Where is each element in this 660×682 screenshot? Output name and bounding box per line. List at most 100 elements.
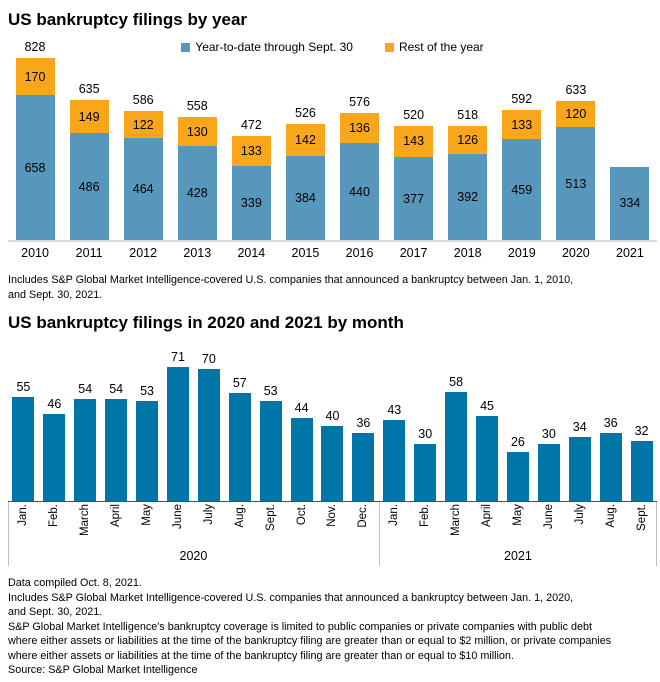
- bar-group: 44: [286, 339, 317, 501]
- bar-value-label: 26: [510, 434, 525, 449]
- bar-value-label: 34: [572, 419, 587, 434]
- bar-segment-ytd: 334: [610, 166, 650, 240]
- month-label: April: [110, 504, 123, 528]
- year-group-label: 2020: [179, 549, 208, 563]
- bar: [630, 440, 653, 501]
- bar: [74, 399, 97, 501]
- bar-group-2010: 828 170 658: [8, 36, 62, 240]
- bar-total-label: 518: [457, 108, 479, 123]
- bar-value-label: 54: [78, 382, 93, 397]
- month-label-cell: Dec.: [348, 504, 379, 528]
- bar-value-label: 46: [47, 397, 62, 412]
- month-label-cell: May: [132, 504, 163, 526]
- bar: [599, 433, 622, 501]
- bar: [476, 416, 499, 501]
- bar-group: 40: [317, 339, 348, 501]
- bar-group-2013: 558 130 428: [170, 36, 224, 240]
- year-group-divider: [8, 502, 9, 566]
- bar-segment-rest-of-year: 142: [285, 124, 325, 156]
- bar-total-label: 592: [511, 91, 533, 106]
- bar-segment-ytd: 658: [15, 95, 55, 240]
- legend-item-ytd: Year-to-date through Sept. 30: [181, 40, 353, 54]
- x-axis-label: 2019: [507, 246, 536, 260]
- bar-segment-rest-of-year: 122: [123, 111, 163, 138]
- bar-value-label: 32: [634, 423, 649, 438]
- month-label: March: [450, 504, 463, 536]
- bar-total-label: 472: [240, 118, 262, 133]
- bar-segment-rest-of-year: 133: [231, 136, 271, 166]
- bar-group: 26: [502, 339, 533, 501]
- bar-group-2014: 472 133 339: [224, 36, 278, 240]
- month-label: July: [202, 504, 215, 525]
- month-label-cell: Sept.: [626, 504, 657, 531]
- month-label: Jan.: [17, 504, 30, 526]
- bar-value-label: 53: [263, 384, 278, 398]
- month-label: Feb.: [48, 504, 61, 528]
- yearly-chart-plot: 828 170 658 635 149 486 586 122 464 558 130 428 472 1…: [8, 36, 657, 240]
- bar: [506, 451, 529, 501]
- bar-value-label: 70: [201, 351, 216, 366]
- bar-group-2016: 576 136 440: [332, 36, 386, 240]
- year-group-label: 2021: [504, 549, 532, 563]
- month-label-cell: March: [441, 504, 472, 536]
- month-label: May: [511, 504, 524, 526]
- bar: [228, 393, 251, 501]
- bar-total-label: 633: [565, 82, 587, 97]
- x-axis-label: 2020: [561, 246, 590, 260]
- month-label: July: [573, 504, 586, 525]
- bar: [352, 433, 375, 501]
- bar-total-label: 526: [295, 106, 316, 121]
- legend-item-rest: Rest of the year: [384, 40, 484, 54]
- bar-total-label: 828: [24, 40, 46, 55]
- x-axis-label: 2017: [399, 246, 428, 260]
- bar-group-2020: 633 120 513: [549, 36, 603, 240]
- bar-segment-ytd: 384: [285, 155, 325, 240]
- bar-total-label: 558: [186, 99, 208, 114]
- bar-group: 46: [39, 339, 70, 501]
- x-axis-label: 2016: [345, 246, 374, 260]
- x-axis-label: 2014: [237, 246, 266, 260]
- month-label-cell: Sept.: [255, 504, 286, 531]
- bar: [445, 391, 468, 501]
- legend-label-rest: Rest of the year: [398, 40, 484, 54]
- yearly-chart: Year-to-date through Sept. 30 Rest of th…: [8, 36, 657, 261]
- bar-segment-rest-of-year: 170: [15, 58, 55, 96]
- month-label: May: [141, 504, 154, 526]
- bar-segment-rest-of-year: 136: [340, 113, 380, 144]
- month-label-cell: Feb.: [410, 504, 441, 527]
- bar: [197, 368, 220, 501]
- footnotes: Data compiled Oct. 8, 2021. Includes S&P…: [8, 577, 612, 676]
- bar-group: 54: [70, 339, 101, 501]
- bar: [414, 444, 437, 501]
- monthly-chart-plot: 55 46 54 54 53 71 70 57 53 44 40 36 43 30 58 45 26 30 34 36…: [8, 339, 657, 501]
- bar: [290, 418, 313, 501]
- year-group-divider: [378, 502, 380, 566]
- year-group-divider: [656, 502, 657, 566]
- month-label: June: [171, 504, 184, 529]
- month-label-cell: July: [193, 504, 224, 524]
- bar-group: 53: [255, 339, 286, 501]
- month-label: Aug.: [604, 504, 617, 528]
- bar-value-label: 36: [603, 416, 618, 431]
- month-label-cell: May: [502, 504, 533, 526]
- bar-segment-rest-of-year: 143: [394, 125, 434, 158]
- yearly-chart-title: US bankruptcy filings by year: [8, 10, 248, 29]
- legend-swatch-ytd-icon: [181, 42, 191, 52]
- bar-group: 70: [193, 339, 224, 501]
- bar: [537, 444, 560, 501]
- bar-segment-rest-of-year: 130: [177, 117, 217, 146]
- bar-segment-ytd: 428: [177, 145, 217, 240]
- month-label-cell: Aug.: [595, 504, 626, 528]
- month-label: Jan.: [388, 504, 401, 526]
- bar-value-label: 40: [325, 408, 340, 423]
- x-axis-label: 2021: [616, 246, 644, 260]
- bar-group-2015: 526 142 384: [278, 36, 332, 240]
- bar: [43, 414, 66, 501]
- bar-segment-ytd: 440: [340, 143, 380, 240]
- bar-value-label: 71: [171, 350, 185, 364]
- month-label: Feb.: [419, 504, 432, 528]
- month-label-cell: Nov.: [317, 504, 348, 527]
- month-label: April: [481, 504, 494, 528]
- monthly-chart-month-labels: Jan. Feb. March April May June July Aug. Sept. Oc…: [8, 502, 657, 550]
